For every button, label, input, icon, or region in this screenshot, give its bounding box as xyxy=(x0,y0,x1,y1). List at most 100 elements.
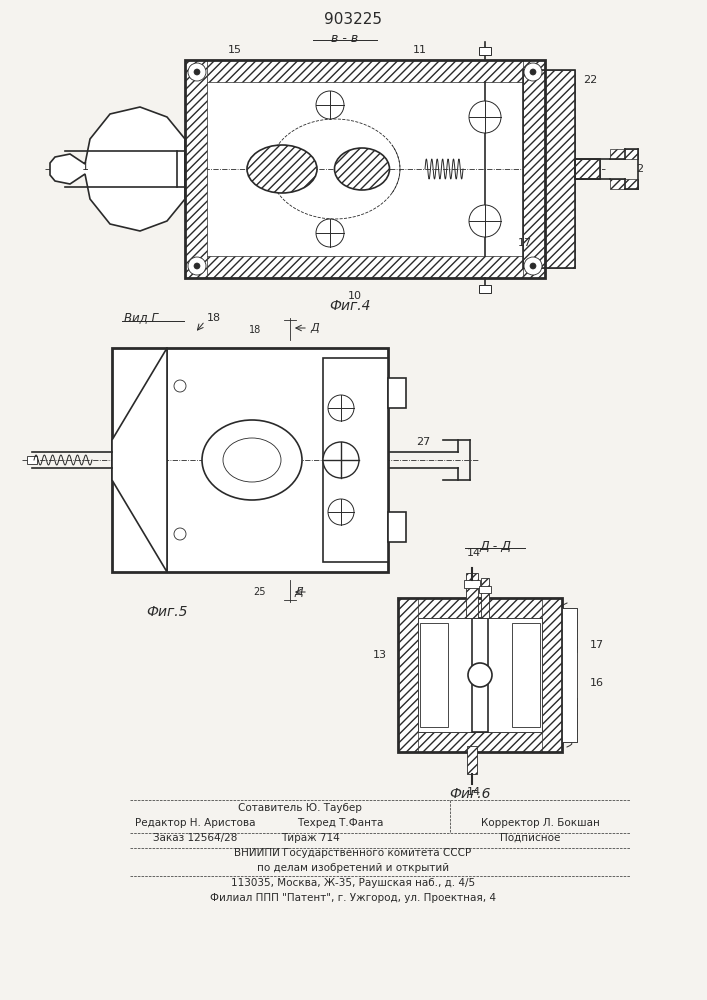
Circle shape xyxy=(188,257,206,275)
Circle shape xyxy=(530,69,536,75)
Text: 22: 22 xyxy=(583,75,597,85)
Circle shape xyxy=(524,63,542,81)
Text: 25: 25 xyxy=(254,587,267,597)
Text: Фиг.4: Фиг.4 xyxy=(329,299,370,313)
Circle shape xyxy=(194,263,200,269)
Text: Техред Т.Фанта: Техред Т.Фанта xyxy=(297,818,383,828)
Bar xyxy=(472,618,488,732)
Text: 903225: 903225 xyxy=(324,12,382,27)
Bar xyxy=(479,586,491,593)
Circle shape xyxy=(469,101,501,133)
Text: 13: 13 xyxy=(373,650,387,660)
Text: Фиг.6: Фиг.6 xyxy=(449,787,491,801)
Bar xyxy=(177,151,185,187)
Text: Д - Д: Д - Д xyxy=(479,540,511,552)
Bar xyxy=(575,159,600,179)
Bar xyxy=(523,70,575,268)
Bar xyxy=(562,608,577,652)
Bar xyxy=(575,159,600,179)
Bar xyxy=(388,378,406,408)
Bar xyxy=(466,573,478,618)
Bar xyxy=(420,623,448,727)
Bar xyxy=(112,348,388,572)
Bar xyxy=(467,746,477,774)
Text: 2: 2 xyxy=(636,164,643,174)
Bar xyxy=(479,285,491,293)
Circle shape xyxy=(316,219,344,247)
Text: по делам изобретений и открытий: по делам изобретений и открытий xyxy=(257,863,449,873)
Bar xyxy=(512,623,540,727)
Circle shape xyxy=(194,69,200,75)
Bar xyxy=(481,578,489,618)
Ellipse shape xyxy=(247,145,317,193)
Bar xyxy=(523,70,575,268)
Text: 15: 15 xyxy=(228,45,242,55)
Text: ВНИИПИ Государственного комитета СССР: ВНИИПИ Государственного комитета СССР xyxy=(235,848,472,858)
Bar xyxy=(177,151,185,187)
Text: 18: 18 xyxy=(207,313,221,323)
Text: Вид Г: Вид Г xyxy=(124,312,158,324)
Circle shape xyxy=(469,205,501,237)
Text: 1: 1 xyxy=(81,162,88,172)
Text: 113035, Москва, Ж-35, Раушская наб., д. 4/5: 113035, Москва, Ж-35, Раушская наб., д. … xyxy=(231,878,475,888)
Circle shape xyxy=(316,91,344,119)
Text: Фиг.5: Фиг.5 xyxy=(146,605,188,619)
Text: 17: 17 xyxy=(518,238,532,248)
Text: Заказ 12564/28: Заказ 12564/28 xyxy=(153,833,237,843)
Text: Тираж 714: Тираж 714 xyxy=(281,833,339,843)
Polygon shape xyxy=(50,107,185,231)
Bar xyxy=(398,598,562,752)
Bar xyxy=(562,608,577,742)
Bar xyxy=(398,732,562,752)
Bar xyxy=(398,598,562,752)
Ellipse shape xyxy=(223,438,281,482)
Text: Редактор Н. Аристова: Редактор Н. Аристова xyxy=(135,818,255,828)
Bar xyxy=(479,47,491,55)
Circle shape xyxy=(323,442,359,478)
Circle shape xyxy=(328,395,354,421)
Bar xyxy=(388,512,406,542)
Bar xyxy=(185,256,545,278)
Bar xyxy=(185,60,207,278)
Text: 14: 14 xyxy=(467,787,481,797)
Text: Корректор Л. Бокшан: Корректор Л. Бокшан xyxy=(481,818,600,828)
Text: Филиал ППП "Патент", г. Ужгород, ул. Проектная, 4: Филиал ППП "Патент", г. Ужгород, ул. Про… xyxy=(210,893,496,903)
Circle shape xyxy=(530,263,536,269)
Circle shape xyxy=(468,663,492,687)
Bar xyxy=(398,598,418,752)
Bar xyxy=(185,60,545,82)
Text: в - в: в - в xyxy=(332,31,358,44)
Text: 16: 16 xyxy=(590,678,604,688)
Ellipse shape xyxy=(334,148,390,190)
Circle shape xyxy=(188,63,206,81)
Circle shape xyxy=(328,499,354,525)
Bar xyxy=(523,60,545,278)
Ellipse shape xyxy=(202,420,302,500)
Text: Сотавитель Ю. Таубер: Сотавитель Ю. Таубер xyxy=(238,803,362,813)
Text: 17: 17 xyxy=(590,640,604,650)
Bar xyxy=(323,358,388,562)
Bar xyxy=(472,618,488,732)
Polygon shape xyxy=(112,348,167,572)
Bar xyxy=(185,60,545,278)
Text: 10: 10 xyxy=(348,291,362,301)
Bar xyxy=(464,580,480,588)
Bar xyxy=(512,623,540,727)
Text: 14: 14 xyxy=(467,548,481,558)
Circle shape xyxy=(524,257,542,275)
Bar xyxy=(185,60,545,278)
Bar xyxy=(27,456,37,464)
Text: Д: Д xyxy=(294,587,303,597)
Bar xyxy=(562,698,577,742)
Text: 27: 27 xyxy=(416,437,431,447)
Circle shape xyxy=(328,447,354,473)
Bar xyxy=(398,598,562,618)
Bar xyxy=(542,598,562,752)
Text: Подписное: Подписное xyxy=(500,833,560,843)
Bar xyxy=(610,179,638,189)
Bar xyxy=(418,618,542,732)
Bar xyxy=(420,623,448,727)
Text: 11: 11 xyxy=(413,45,427,55)
Text: Д: Д xyxy=(310,323,319,333)
Text: 18: 18 xyxy=(249,325,261,335)
